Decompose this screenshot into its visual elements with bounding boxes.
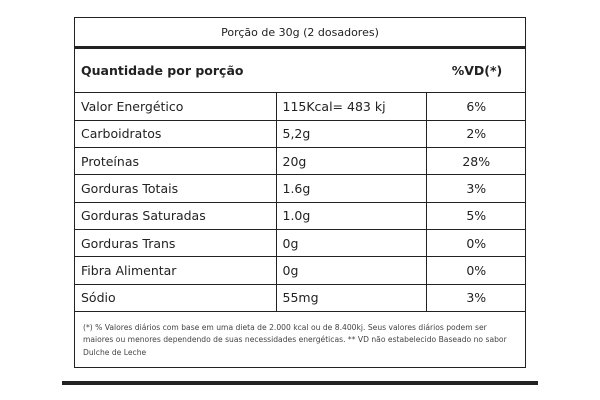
nutrient-daily-value: 5% (426, 202, 526, 230)
nutrient-amount: 1.6g (276, 174, 427, 203)
daily-value-heading: %VD(*) (451, 63, 503, 78)
nutrient-amount: 1.0g (276, 202, 427, 230)
nutrient-daily-value: 3% (426, 174, 526, 203)
table-row: Fibra Alimentar 0g 0% (75, 256, 526, 285)
nutrient-daily-value: 28% (426, 147, 526, 176)
footnote: (*) % Valores diários com base em uma di… (83, 322, 507, 357)
nutrient-name: Proteínas (75, 147, 277, 176)
nutrient-daily-value: 0% (426, 229, 526, 258)
nutrient-amount: 0g (276, 256, 427, 285)
nutrient-amount: 5,2g (276, 120, 427, 149)
table-row: Gorduras Totais 1.6g 3% (75, 174, 526, 203)
nutrient-name: Sódio (75, 284, 277, 312)
serving-size: Porção de 30g (2 dosadores) (75, 18, 525, 49)
table-row: Carboidratos 5,2g 2% (75, 120, 526, 149)
nutrient-daily-value: 0% (426, 256, 526, 285)
table-row: Valor Energético 115Kcal= 483 kj 6% (75, 93, 526, 121)
table-row: Sódio 55mg 3% (75, 284, 526, 312)
nutrient-name: Gorduras Totais (75, 174, 277, 203)
bottom-divider (62, 381, 538, 385)
nutrition-table: Valor Energético 115Kcal= 483 kj 6% Carb… (75, 93, 526, 312)
nutrient-amount: 20g (276, 147, 427, 176)
nutrient-name: Gorduras Saturadas (75, 202, 277, 230)
nutrient-daily-value: 6% (426, 93, 526, 121)
nutrient-name: Valor Energético (75, 93, 277, 121)
nutrient-amount: 0g (276, 229, 427, 258)
table-row: Gorduras Trans 0g 0% (75, 229, 526, 258)
nutrient-name: Gorduras Trans (75, 229, 277, 258)
nutrition-facts-panel: Porção de 30g (2 dosadores) Quantidade p… (74, 17, 526, 368)
table-row: Proteínas 20g 28% (75, 147, 526, 176)
nutrient-name: Fibra Alimentar (75, 256, 277, 285)
nutrient-amount: 55mg (276, 284, 427, 312)
amount-per-serving-heading: Quantidade por porção (81, 63, 244, 78)
table-row: Gorduras Saturadas 1.0g 5% (75, 202, 526, 230)
table-header: Quantidade por porção %VD(*) (75, 49, 525, 93)
nutrient-name: Carboidratos (75, 120, 277, 149)
nutrient-daily-value: 2% (426, 120, 526, 149)
nutrient-amount: 115Kcal= 483 kj (276, 93, 427, 121)
nutrient-daily-value: 3% (426, 284, 526, 312)
